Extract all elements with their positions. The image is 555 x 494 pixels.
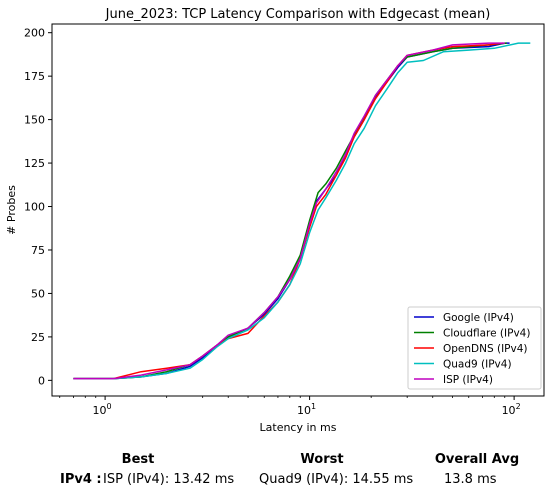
y-tick-label: 50 <box>31 287 45 300</box>
x-tick-label: 102 <box>502 402 521 417</box>
y-tick-label: 125 <box>24 157 45 170</box>
chart-title: June_2023: TCP Latency Comparison with E… <box>105 7 491 22</box>
legend-label: Cloudflare (IPv4) <box>443 328 530 340</box>
worst-header: Worst <box>300 452 344 467</box>
plot-frame <box>51 23 545 397</box>
x-axis-label: Latency in ms <box>260 421 337 434</box>
y-tick-label: 175 <box>24 70 45 83</box>
legend-label: Google (IPv4) <box>443 312 514 324</box>
avg-value: 13.8 ms <box>444 472 497 487</box>
avg-header: Overall Avg <box>434 452 520 467</box>
series-line-quad9-ipv4 <box>73 42 531 380</box>
y-axis-label: # Probes <box>5 185 18 235</box>
legend-label: Quad9 (IPv4) <box>443 359 512 371</box>
axis-ticks: 0 25 50 75 100 125 150 175 200 100 101 102 <box>24 27 521 417</box>
best-value: ISP (IPv4): 13.42 ms <box>103 472 235 487</box>
best-header: Best <box>121 452 155 467</box>
worst-value: Quad9 (IPv4): 14.55 ms <box>259 472 414 487</box>
legend-label: OpenDNS (IPv4) <box>443 343 528 355</box>
y-tick-label: 75 <box>31 244 45 257</box>
x-tick-label: 101 <box>297 402 316 417</box>
legend-box <box>407 306 542 390</box>
ipv4-row-label: IPv4 : <box>60 472 102 487</box>
legend-label: ISP (IPv4) <box>443 374 493 386</box>
y-tick-label: 0 <box>38 374 45 387</box>
y-tick-label: 100 <box>24 201 45 214</box>
legend: Google (IPv4) Cloudflare (IPv4) OpenDNS (I… <box>407 306 542 390</box>
y-tick-label: 25 <box>31 331 45 344</box>
y-tick-label: 200 <box>24 27 45 40</box>
series-line-isp-ipv4 <box>73 42 505 380</box>
x-tick-label: 100 <box>93 402 112 417</box>
y-tick-label: 150 <box>24 114 45 127</box>
plot-area <box>73 42 531 380</box>
